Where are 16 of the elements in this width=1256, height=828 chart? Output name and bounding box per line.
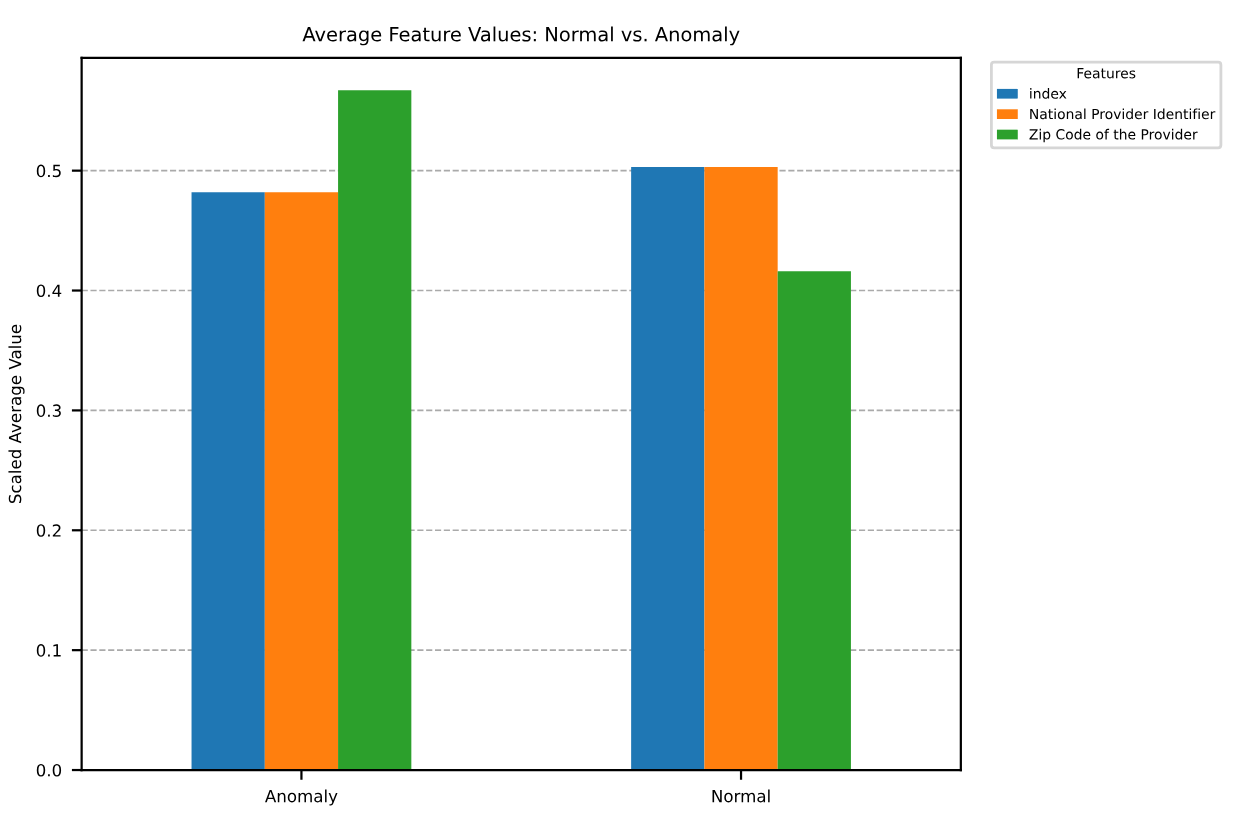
- chart-title: Average Feature Values: Normal vs. Anomaly: [302, 26, 740, 46]
- bar: [631, 167, 705, 771]
- x-tick-label: Normal: [712, 789, 770, 803]
- bar: [191, 192, 265, 771]
- bar: [338, 90, 412, 771]
- y-tick-label: 0.0: [36, 764, 62, 777]
- y-tick-label: 0.4: [36, 284, 62, 298]
- bar: [264, 192, 339, 771]
- bar: [777, 271, 851, 771]
- y-tick-label: 0.1: [36, 644, 61, 657]
- y-axis-title: Scaled Average Value: [8, 324, 25, 504]
- bar: [704, 167, 778, 771]
- y-tick-label: 0.3: [36, 404, 61, 417]
- y-tick-label: 0.5: [36, 164, 61, 178]
- y-tick-label: 0.2: [36, 524, 61, 537]
- x-tick-label: Anomaly: [265, 789, 338, 806]
